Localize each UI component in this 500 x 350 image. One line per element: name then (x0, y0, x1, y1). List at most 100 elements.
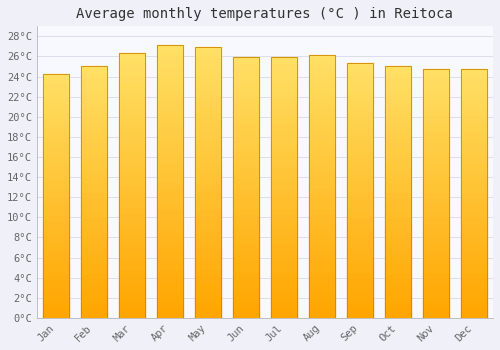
Bar (346, 175, 374, 181)
Bar (384, 137, 411, 142)
Bar (118, 159, 145, 164)
Bar (42, 118, 69, 122)
Bar (422, 118, 450, 123)
Bar (384, 66, 411, 318)
Bar (384, 66, 411, 71)
Bar (422, 158, 450, 163)
Bar (346, 140, 374, 145)
Bar (460, 213, 487, 218)
Bar (346, 79, 374, 84)
Bar (270, 302, 297, 307)
Bar (232, 156, 259, 162)
Bar (308, 87, 336, 92)
Bar (80, 97, 107, 102)
Bar (270, 260, 297, 266)
Bar (270, 172, 297, 177)
Bar (118, 307, 145, 313)
Bar (118, 54, 145, 318)
Bar (80, 207, 107, 212)
Bar (460, 183, 487, 188)
Bar (118, 127, 145, 133)
Bar (194, 161, 221, 166)
Bar (384, 112, 411, 117)
Bar (308, 103, 336, 108)
Bar (270, 193, 297, 198)
Bar (232, 250, 259, 256)
Bar (118, 313, 145, 318)
Bar (156, 154, 183, 160)
Bar (80, 268, 107, 273)
Bar (194, 199, 221, 204)
Bar (42, 142, 69, 147)
Bar (156, 144, 183, 149)
Bar (422, 69, 450, 74)
Bar (232, 287, 259, 292)
Bar (118, 207, 145, 212)
Bar (270, 234, 297, 240)
Bar (308, 276, 336, 281)
Bar (346, 231, 374, 237)
Bar (346, 160, 374, 165)
Bar (118, 164, 145, 170)
Bar (384, 202, 411, 207)
Bar (42, 186, 69, 191)
Bar (194, 183, 221, 188)
Bar (308, 155, 336, 160)
Bar (118, 112, 145, 117)
Bar (384, 167, 411, 172)
Bar (460, 223, 487, 228)
Bar (308, 271, 336, 276)
Bar (194, 194, 221, 199)
Bar (460, 69, 487, 74)
Bar (270, 104, 297, 110)
Bar (118, 275, 145, 281)
Bar (346, 201, 374, 206)
Bar (460, 308, 487, 313)
Bar (346, 262, 374, 267)
Bar (346, 287, 374, 293)
Bar (118, 254, 145, 260)
Bar (156, 133, 183, 138)
Bar (308, 166, 336, 171)
Bar (346, 308, 374, 313)
Bar (118, 175, 145, 180)
Bar (194, 177, 221, 183)
Bar (232, 209, 259, 214)
Bar (270, 188, 297, 193)
Bar (384, 228, 411, 232)
Bar (270, 156, 297, 162)
Bar (80, 152, 107, 157)
Bar (80, 262, 107, 268)
Bar (194, 156, 221, 161)
Bar (308, 260, 336, 265)
Bar (422, 108, 450, 113)
Bar (194, 231, 221, 237)
Bar (80, 182, 107, 187)
Bar (80, 298, 107, 303)
Bar (270, 245, 297, 250)
Bar (270, 281, 297, 287)
Bar (422, 133, 450, 138)
Bar (118, 265, 145, 270)
Bar (80, 237, 107, 243)
Bar (42, 235, 69, 240)
Bar (80, 313, 107, 318)
Bar (270, 313, 297, 318)
Bar (232, 276, 259, 281)
Bar (346, 119, 374, 125)
Bar (422, 203, 450, 208)
Bar (194, 123, 221, 128)
Bar (194, 139, 221, 145)
Bar (460, 93, 487, 98)
Bar (460, 168, 487, 173)
Bar (422, 238, 450, 243)
Bar (194, 247, 221, 253)
Bar (460, 118, 487, 123)
Bar (118, 196, 145, 202)
Bar (156, 51, 183, 56)
Bar (42, 152, 69, 156)
Bar (80, 187, 107, 192)
Bar (156, 160, 183, 165)
Bar (422, 163, 450, 168)
Bar (194, 102, 221, 107)
